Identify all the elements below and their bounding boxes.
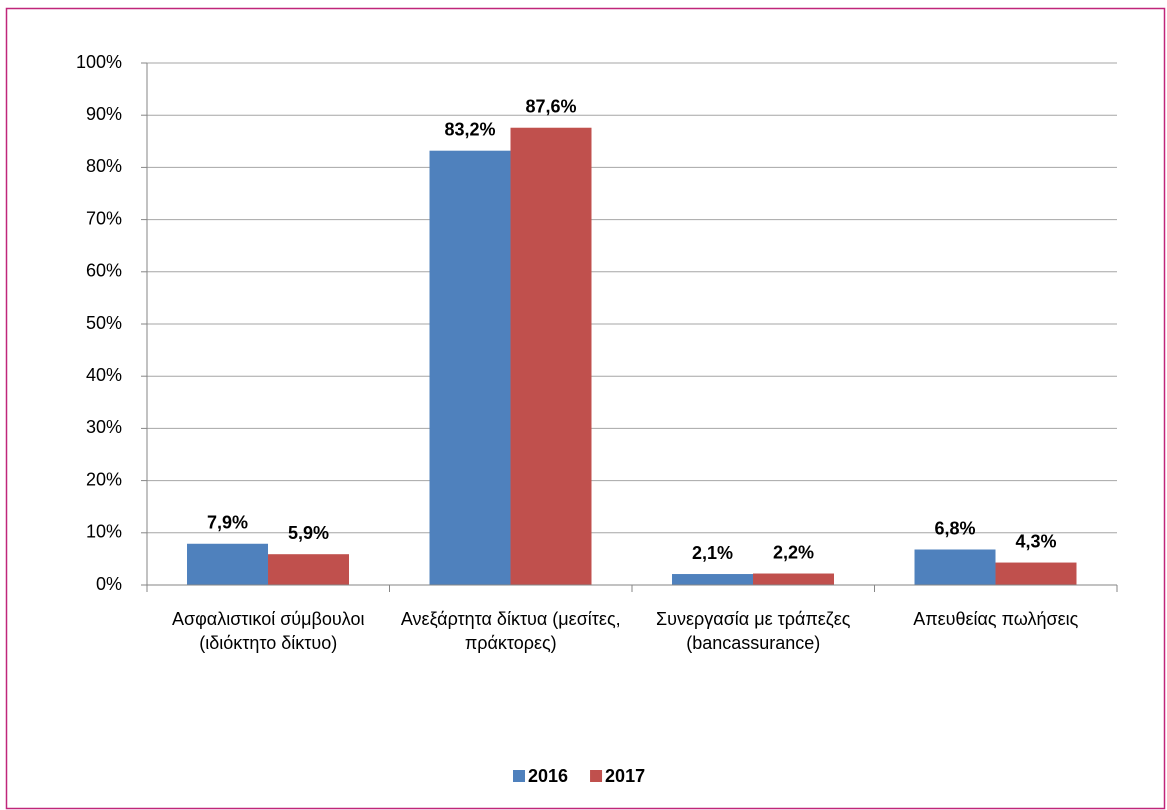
value-label: 83,2% (444, 119, 495, 139)
bar (187, 543, 269, 585)
y-tick-label: 0% (96, 574, 122, 594)
x-tick-label: Ανεξάρτητα δίκτυα (μεσίτες, πράκτορες) (401, 609, 621, 653)
value-label: 2,1% (692, 543, 733, 563)
chart-frame (5, 7, 1166, 810)
y-tick-label: 100% (76, 52, 122, 72)
y-tick-label: 90% (86, 104, 122, 124)
bar (429, 150, 511, 586)
bar (914, 549, 996, 585)
y-tick-label: 70% (86, 208, 122, 228)
legend-label: 2016 (528, 766, 568, 786)
bar (510, 127, 592, 585)
bar (995, 562, 1077, 585)
value-label: 5,9% (288, 523, 329, 543)
bar (753, 573, 835, 585)
legend-swatch (513, 770, 525, 782)
y-tick-label: 80% (86, 156, 122, 176)
bar (672, 574, 754, 585)
value-label: 6,8% (934, 518, 975, 538)
y-tick-label: 60% (86, 261, 122, 281)
bar (268, 554, 350, 585)
y-tick-label: 40% (86, 365, 122, 385)
y-tick-label: 20% (86, 469, 122, 489)
value-label: 7,9% (207, 513, 248, 533)
value-label: 4,3% (1015, 531, 1056, 551)
value-label: 2,2% (773, 542, 814, 562)
legend-swatch (590, 770, 603, 782)
y-tick-label: 50% (86, 313, 122, 333)
legend-label: 2017 (605, 766, 645, 786)
x-tick-label: Συνεργασία με τράπεζες (bancassurance) (656, 609, 851, 653)
y-tick-label: 30% (86, 417, 122, 437)
x-tick-label: Ασφαλιστικοί σύμβουλοι (ιδιόκτητο δίκτυο) (172, 609, 364, 653)
x-tick-label: Απευθείας πωλήσεις (913, 609, 1078, 629)
value-label: 87,6% (525, 96, 576, 116)
y-tick-label: 10% (86, 522, 122, 542)
